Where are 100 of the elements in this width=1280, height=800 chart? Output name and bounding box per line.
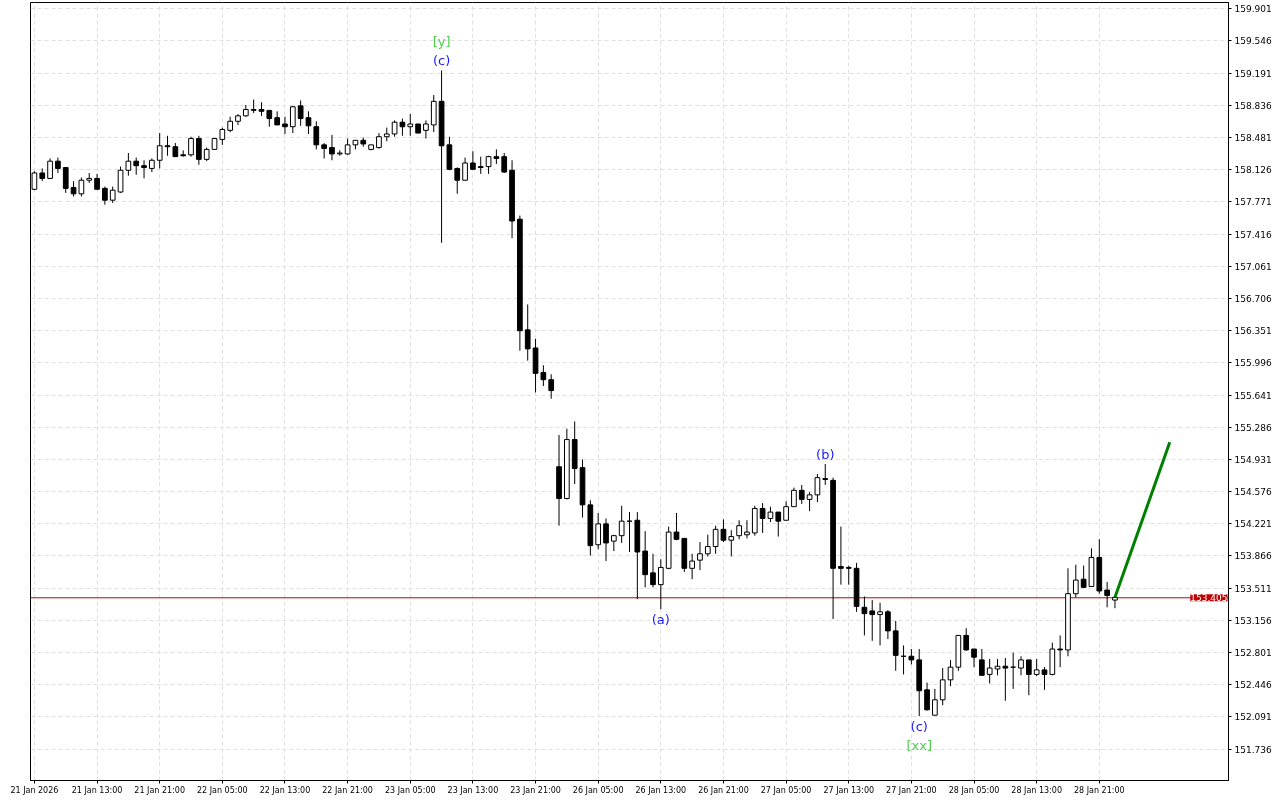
y-tick-label: 153.866: [1234, 551, 1272, 562]
candlestick: [806, 491, 813, 512]
x-tick-label: 27 Jan 05:00: [760, 785, 812, 795]
candlestick: [1018, 655, 1024, 676]
x-tick-label: 21 Jan 21:00: [134, 785, 186, 795]
x-tick-label: 21 Jan 13:00: [71, 785, 123, 795]
candlestick: [282, 116, 288, 135]
candlestick: [141, 159, 147, 179]
candlestick: [47, 157, 53, 179]
candlestick: [798, 484, 805, 505]
x-tick-label: 26 Jan 13:00: [635, 785, 687, 795]
candlestick: [744, 519, 750, 539]
candlestick: [407, 113, 414, 137]
y-tick-label: 159.546: [1234, 36, 1272, 47]
x-tick-label: 28 Jan 21:00: [1073, 785, 1125, 795]
annotation: (b): [816, 446, 835, 462]
x-tick-label: 23 Jan 21:00: [510, 785, 561, 795]
candlestick: [595, 512, 602, 550]
ref-line-label: 153.405: [1190, 593, 1228, 604]
candlestick: [657, 558, 664, 610]
candlestick: [164, 135, 171, 157]
y-tick-label: 151.736: [1234, 744, 1272, 755]
y-tick-label: 155.286: [1234, 422, 1272, 433]
y-tick-label: 154.576: [1234, 487, 1272, 498]
x-tick-label: 26 Jan 05:00: [572, 785, 624, 795]
candlestick: [423, 119, 429, 140]
candlestick: [932, 688, 938, 716]
candlestick: [462, 157, 468, 181]
candlestick: [642, 530, 649, 588]
annotation: (c): [432, 53, 451, 69]
y-tick-label: 152.091: [1234, 712, 1272, 723]
annotation: [xx]: [906, 737, 932, 753]
candlestick: [117, 166, 124, 194]
candlestick: [947, 659, 954, 687]
candlestick: [156, 132, 163, 169]
candlestick: [430, 94, 437, 133]
candlestick: [524, 303, 531, 362]
candlestick: [55, 157, 61, 174]
candlestick: [501, 152, 508, 174]
candlestick: [603, 517, 609, 562]
y-tick-label: 159.901: [1234, 4, 1272, 15]
y-tick-label: 157.061: [1234, 261, 1272, 272]
y-tick-label: 155.641: [1234, 390, 1272, 401]
candlestick: [1057, 634, 1063, 668]
candlestick: [775, 511, 782, 538]
x-tick-label: 23 Jan 05:00: [384, 785, 436, 795]
candlestick: [924, 682, 930, 712]
candlestick: [783, 500, 789, 521]
candlestick: [728, 529, 735, 558]
candlestick: [736, 519, 742, 540]
candlestick: [650, 553, 656, 588]
candlestick: [289, 105, 296, 134]
candlestick: [822, 463, 829, 486]
y-tick-label: 153.511: [1234, 583, 1272, 594]
x-tick-label: 28 Jan 13:00: [1011, 785, 1062, 795]
y-tick-label: 158.836: [1234, 100, 1272, 111]
candlestick: [963, 627, 970, 652]
y-tick-label: 156.706: [1234, 293, 1272, 304]
candlestick: [979, 648, 985, 676]
x-tick-label: 22 Jan 05:00: [197, 785, 248, 795]
candlestick: [704, 534, 711, 558]
candlestick: [885, 609, 891, 640]
y-tick-label: 152.801: [1234, 648, 1272, 659]
candlestick: [838, 526, 844, 586]
y-tick-label: 156.351: [1234, 326, 1272, 337]
candlestick: [196, 135, 202, 166]
y-tick-label: 152.446: [1234, 680, 1272, 691]
candlestick: [1072, 564, 1079, 598]
candlestick: [869, 599, 876, 642]
candlestick: [986, 658, 993, 684]
y-tick-label: 157.771: [1234, 197, 1272, 208]
candlestick: [877, 602, 883, 646]
candlestick: [313, 120, 320, 150]
y-tick-label: 153.156: [1234, 615, 1272, 626]
y-tick-label: 154.931: [1234, 454, 1272, 465]
candlestick: [814, 473, 821, 503]
candlestick: [454, 167, 461, 195]
x-tick-label: 21 Jan 2026: [10, 785, 59, 795]
candlestick: [329, 134, 335, 161]
x-tick-label: 23 Jan 13:00: [447, 785, 499, 795]
candlestick: [861, 595, 868, 636]
annotation: [y]: [432, 34, 451, 50]
y-tick-label: 154.221: [1234, 519, 1272, 530]
annotation: (a): [651, 611, 670, 627]
candlestick: [791, 487, 797, 508]
candlestick: [188, 136, 194, 158]
candlestick: [697, 541, 703, 571]
candlestick: [125, 152, 132, 177]
x-tick-label: 27 Jan 13:00: [823, 785, 875, 795]
candlestick: [62, 167, 69, 194]
annotation: (c): [910, 718, 928, 734]
candlestick: [845, 565, 852, 586]
x-tick-label: 27 Jan 21:00: [886, 785, 937, 795]
candlestick: [1112, 596, 1118, 609]
candlestick: [1104, 581, 1110, 608]
y-tick-label: 157.416: [1234, 229, 1272, 240]
x-tick-label: 28 Jan 05:00: [948, 785, 1000, 795]
candlestick: [689, 553, 695, 580]
candlestick: [321, 142, 327, 159]
y-tick-label: 158.126: [1234, 165, 1272, 176]
